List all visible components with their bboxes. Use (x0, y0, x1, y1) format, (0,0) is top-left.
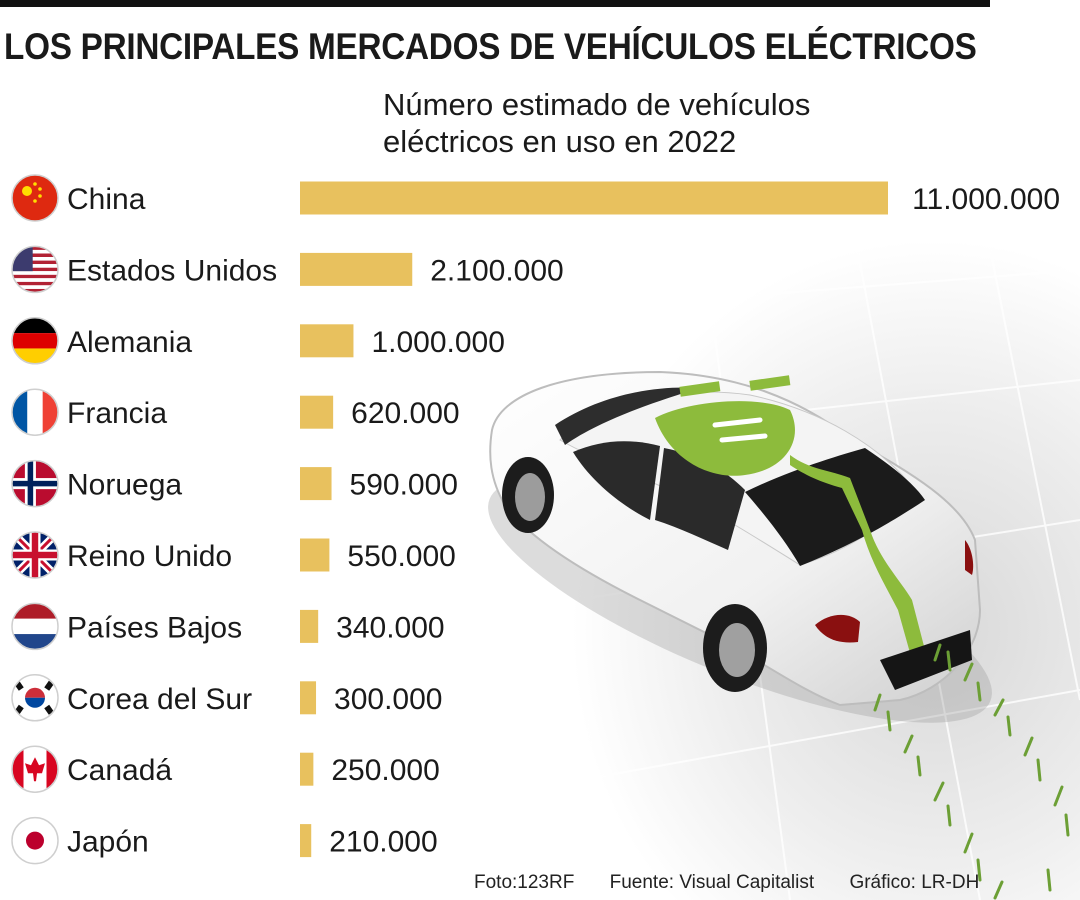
bar-row: Estados Unidos 2.100.000 (11, 245, 564, 294)
credits: Foto:123RF Fuente: Visual Capitalist Grá… (474, 872, 1009, 894)
uk-flag-icon (11, 531, 59, 579)
norway-flag-icon (11, 459, 59, 508)
value-label: 210.000 (329, 826, 437, 859)
usa-flag-icon (11, 245, 59, 294)
bar-row: Corea del Sur 300.000 (11, 674, 442, 722)
source-credit: Fuente: Visual Capitalist (609, 872, 815, 893)
country-label: Reino Unido (67, 540, 232, 573)
country-label: Noruega (67, 469, 182, 502)
grass-trail (873, 643, 1070, 900)
country-label: Corea del Sur (67, 683, 252, 716)
value-label: 620.000 (351, 397, 459, 430)
bar-row: Alemania 1.000.000 (11, 317, 505, 365)
country-label: Japón (67, 826, 149, 859)
value-label: 2.100.000 (430, 254, 563, 287)
graphic-credit: Gráfico: LR-DH (849, 872, 980, 893)
value-label: 340.000 (336, 611, 444, 644)
bar-row: Reino Unido 550.000 (11, 531, 456, 579)
country-label: China (67, 183, 146, 216)
bar (300, 395, 334, 429)
netherlands-flag-icon (11, 602, 59, 651)
bar (300, 609, 319, 643)
value-label: 590.000 (350, 469, 458, 502)
canada-flag-icon (11, 745, 59, 793)
country-label: Estados Unidos (67, 254, 277, 287)
bar (300, 252, 413, 286)
bar (300, 324, 354, 358)
country-label: Países Bajos (67, 611, 242, 644)
value-label: 300.000 (334, 683, 442, 716)
country-label: Canadá (67, 754, 172, 787)
chart-subtitle: Número estimado de vehículos eléctricos … (383, 87, 811, 159)
value-label: 1.000.000 (371, 326, 504, 359)
bar-row: Canadá 250.000 (11, 745, 440, 793)
bar-row: China 11.000.000 (11, 174, 1060, 222)
bar-row: Francia 620.000 (11, 388, 460, 436)
france-flag-icon (11, 388, 59, 436)
value-label: 550.000 (347, 540, 455, 573)
bar (300, 181, 888, 215)
bar-row: Países Bajos 340.000 (11, 602, 445, 651)
country-label: Alemania (67, 326, 192, 359)
value-label: 11.000.000 (912, 183, 1060, 216)
top-rule (0, 0, 990, 7)
japan-flag-icon (11, 816, 59, 865)
bar-row: Noruega 590.000 (11, 459, 458, 508)
bars-layer: China 11.000.000 Estados Unidos 2.100.000 Al… (11, 174, 1060, 865)
country-label: Francia (67, 397, 167, 430)
south-korea-flag-icon (11, 674, 59, 722)
bar (300, 752, 314, 786)
germany-flag-icon (11, 317, 59, 365)
bar (300, 681, 317, 715)
bar (300, 467, 332, 501)
bar (300, 824, 312, 858)
china-flag-icon (11, 174, 59, 222)
chart-title: LOS PRINCIPALES MERCADOS DE VEHÍCULOS EL… (4, 26, 977, 67)
photo-credit: Foto:123RF (474, 872, 575, 893)
bar (300, 538, 330, 572)
value-label: 250.000 (331, 754, 439, 787)
bar-row: Japón 210.000 (11, 816, 438, 865)
